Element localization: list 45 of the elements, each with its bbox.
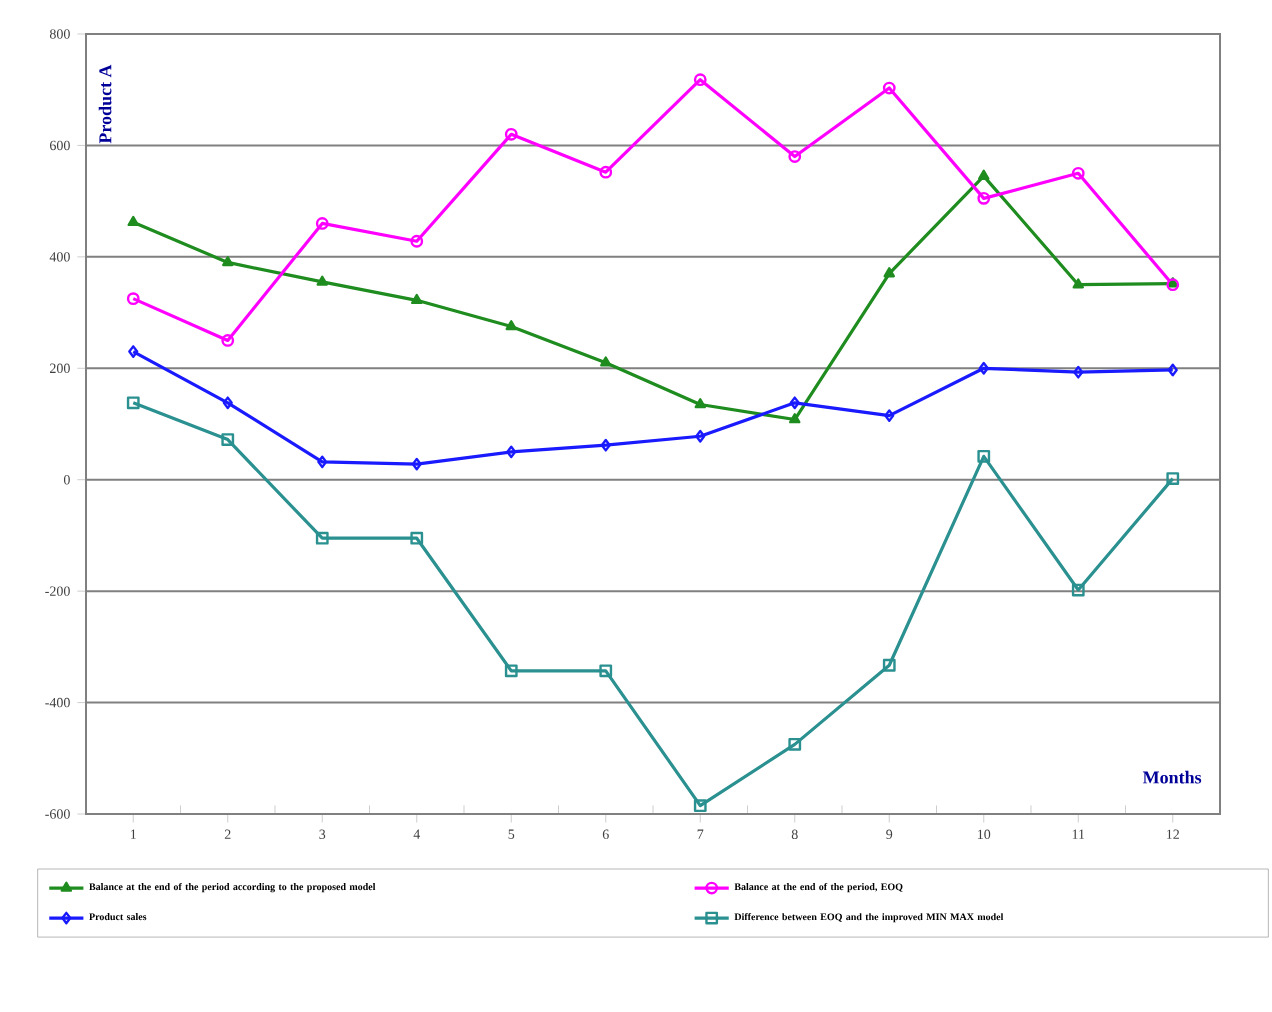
point <box>315 531 329 545</box>
point <box>504 127 518 141</box>
point <box>410 531 424 545</box>
point <box>316 275 328 286</box>
point <box>222 256 234 267</box>
point <box>693 799 707 813</box>
point <box>1071 583 1085 597</box>
point <box>1071 166 1085 180</box>
y-axis-title: Product A <box>98 64 112 144</box>
point <box>315 217 329 230</box>
point <box>1072 278 1084 289</box>
point <box>977 191 991 205</box>
x-axis-title: Months <box>1142 770 1202 784</box>
point <box>788 150 802 163</box>
point <box>883 267 895 278</box>
point <box>411 293 423 305</box>
point <box>978 361 989 375</box>
point <box>693 73 707 87</box>
point <box>789 413 801 424</box>
point <box>789 396 800 410</box>
point <box>788 737 802 751</box>
point <box>599 664 613 678</box>
point <box>411 457 422 471</box>
point <box>505 320 517 331</box>
point <box>317 455 328 469</box>
point <box>221 334 235 347</box>
point <box>599 165 613 179</box>
point <box>882 81 896 95</box>
point <box>126 396 140 410</box>
point <box>600 438 611 452</box>
point <box>222 396 233 410</box>
point <box>1166 472 1180 485</box>
point <box>695 429 706 443</box>
point <box>694 398 706 409</box>
point <box>127 215 139 227</box>
point <box>504 664 518 678</box>
point <box>410 234 424 248</box>
point <box>1073 365 1084 379</box>
point <box>600 356 612 367</box>
point <box>221 433 235 446</box>
point <box>884 409 895 423</box>
point <box>978 169 990 180</box>
point <box>977 449 991 463</box>
point <box>506 445 517 459</box>
point <box>882 658 896 672</box>
